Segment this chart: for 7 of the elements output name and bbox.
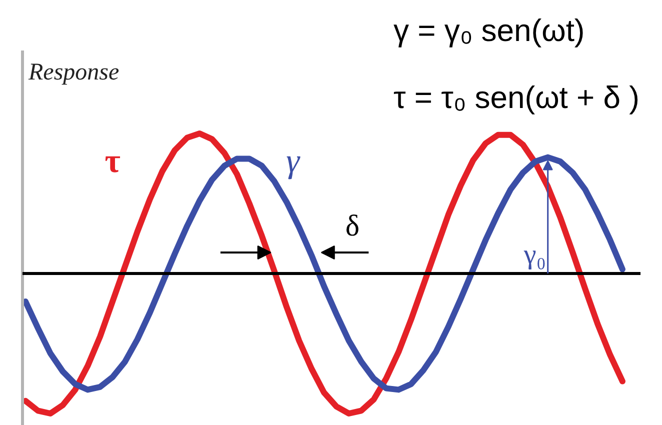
annotation: γ₀ — [522, 240, 546, 271]
series-label: γ — [286, 143, 302, 180]
annotation: δ — [345, 209, 360, 242]
series-label: τ — [104, 143, 121, 180]
y-axis-title: Response — [28, 60, 120, 86]
text: γ = γ₀ sen(ωt) — [394, 13, 585, 48]
text: τ = τ₀ sen(ωt + δ ) — [394, 80, 640, 115]
